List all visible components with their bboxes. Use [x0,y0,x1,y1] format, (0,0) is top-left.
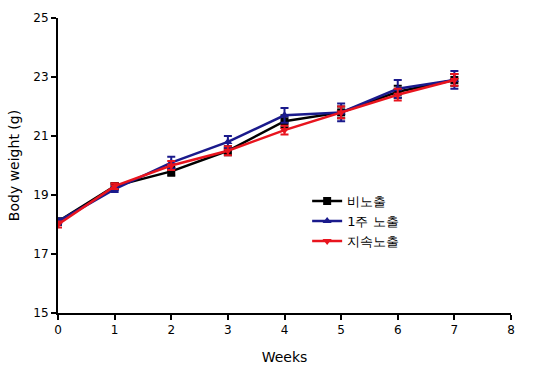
svg-text:0: 0 [54,323,62,337]
svg-text:25: 25 [33,11,48,25]
svg-text:23: 23 [33,70,48,84]
svg-text:17: 17 [33,247,48,261]
svg-text:Weeks: Weeks [262,349,308,365]
svg-text:4: 4 [281,323,289,337]
svg-text:5: 5 [337,323,345,337]
svg-text:1: 1 [111,323,119,337]
svg-text:2: 2 [167,323,175,337]
svg-text:7: 7 [451,323,459,337]
svg-text:Body weight (g): Body weight (g) [6,110,22,221]
svg-text:15: 15 [33,306,48,320]
svg-text:지속노출: 지속노출 [347,234,399,249]
svg-text:3: 3 [224,323,232,337]
svg-text:6: 6 [394,323,402,337]
svg-text:19: 19 [33,188,48,202]
svg-text:21: 21 [33,129,48,143]
svg-text:8: 8 [507,323,515,337]
svg-text:1주 노출: 1주 노출 [347,214,398,229]
svg-text:비노출: 비노출 [347,194,386,209]
